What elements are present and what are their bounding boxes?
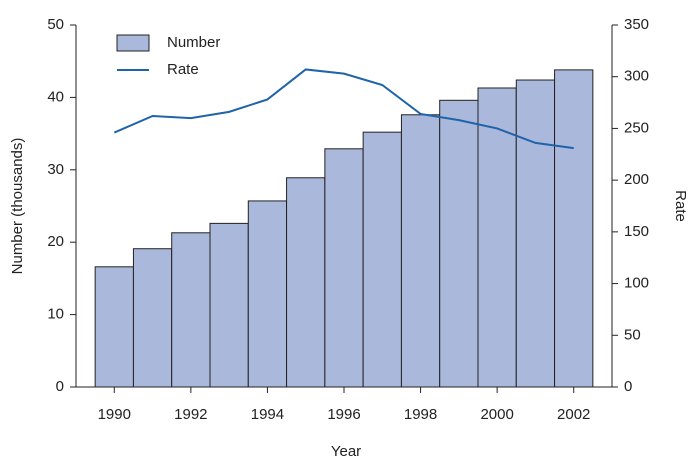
y2-axis-label: Rate — [672, 190, 689, 222]
y-tick-label: 50 — [47, 16, 64, 33]
y-tick-label: 10 — [47, 306, 64, 323]
y-tick-label: 0 — [56, 378, 64, 395]
bar — [362, 131, 402, 388]
line — [113, 68, 574, 150]
legend-label: Number — [167, 34, 220, 51]
bar — [171, 232, 211, 388]
x-tick-label: 2000 — [480, 406, 513, 423]
legend-label: Rate — [167, 61, 199, 78]
bar — [247, 200, 288, 388]
y2-tick-label: 100 — [624, 275, 649, 292]
bar — [477, 87, 517, 388]
x-tick-label: 1992 — [174, 406, 207, 423]
bar — [400, 114, 441, 388]
y-tick-label: 20 — [47, 233, 64, 250]
y2-tick-label: 300 — [624, 68, 649, 85]
y2-tick-label: 250 — [624, 119, 649, 136]
y2-tick-label: 50 — [624, 326, 641, 343]
bar — [439, 99, 479, 388]
x-tick-label: 1990 — [98, 406, 131, 423]
y2-tick-label: 350 — [624, 16, 649, 33]
bar — [286, 177, 326, 388]
bar — [209, 222, 249, 388]
y2-tick-label: 200 — [624, 171, 649, 188]
y-axis-label: Number (thousands) — [9, 138, 26, 275]
y2-tick-label: 150 — [624, 223, 649, 240]
y2-tick-label: 0 — [624, 378, 632, 395]
x-tick-label: 1994 — [251, 406, 284, 423]
bar — [515, 79, 556, 388]
legend-swatch — [116, 34, 150, 52]
bar — [554, 69, 594, 388]
x-tick-label: 2002 — [557, 406, 590, 423]
bar — [324, 148, 364, 388]
bar — [132, 248, 173, 388]
x-tick-label: 1998 — [404, 406, 437, 423]
y-tick-label: 30 — [47, 161, 64, 178]
y-tick-label: 40 — [47, 88, 64, 105]
bar — [94, 266, 134, 388]
x-axis-label: Year — [331, 443, 361, 460]
x-tick-label: 1996 — [327, 406, 360, 423]
